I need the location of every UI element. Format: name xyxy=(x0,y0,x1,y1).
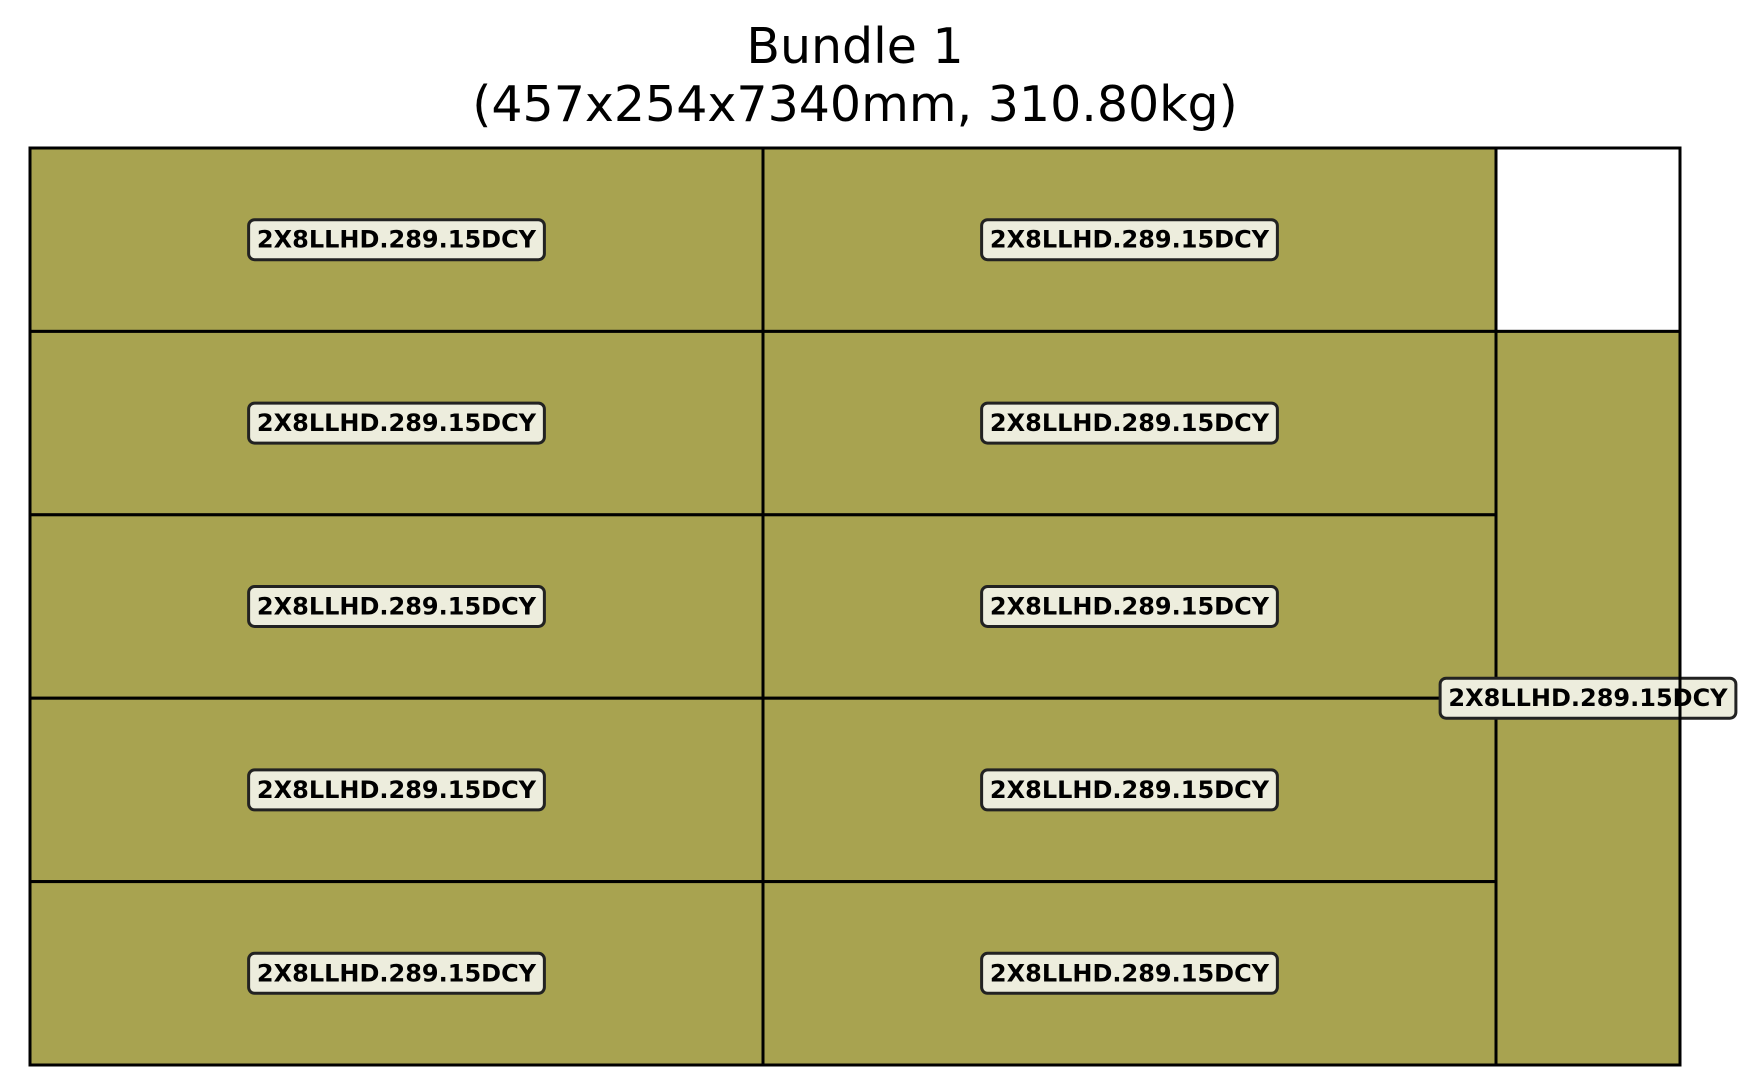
bundle-title-dimensions: (457x254x7340mm, 310.80kg) xyxy=(472,76,1238,133)
piece-label-box xyxy=(247,585,546,628)
piece-label-box xyxy=(247,768,546,812)
piece-label-text: 2X8LLHD.289.15DCY xyxy=(990,959,1270,987)
piece-label-box xyxy=(980,401,1279,445)
piece-label-text: 2X8LLHD.289.15DCY xyxy=(1448,684,1728,712)
piece-label: 2X8LLHD.289.15DCY xyxy=(980,768,1279,812)
piece-label-text: 2X8LLHD.289.15DCY xyxy=(990,226,1270,254)
piece-label: 2X8LLHD.289.15DCY xyxy=(247,585,546,628)
piece-label-text: 2X8LLHD.289.15DCY xyxy=(990,593,1270,621)
piece-label-text: 2X8LLHD.289.15DCY xyxy=(257,959,537,987)
piece-label-text: 2X8LLHD.289.15DCY xyxy=(990,776,1270,804)
bundle-title-name: Bundle 1 xyxy=(746,18,964,75)
piece-label-box xyxy=(247,218,546,262)
piece-label: 2X8LLHD.289.15DCY xyxy=(247,218,546,262)
piece-label: 2X8LLHD.289.15DCY xyxy=(1438,676,1738,720)
piece-label-box xyxy=(980,218,1279,262)
piece-label-box xyxy=(247,951,546,995)
bundle-title: Bundle 1 (457x254x7340mm, 310.80kg) xyxy=(0,18,1710,134)
piece-label: 2X8LLHD.289.15DCY xyxy=(980,218,1279,262)
piece-label: 2X8LLHD.289.15DCY xyxy=(247,401,546,445)
piece-label-box xyxy=(247,401,546,445)
piece-label: 2X8LLHD.289.15DCY xyxy=(247,951,546,995)
bundle-outline xyxy=(28,146,1682,1067)
piece-label-text: 2X8LLHD.289.15DCY xyxy=(257,226,537,254)
piece-label: 2X8LLHD.289.15DCY xyxy=(980,585,1279,628)
piece-label: 2X8LLHD.289.15DCY xyxy=(980,401,1279,445)
labels-layer: 2X8LLHD.289.15DCY 2X8LLHD.289.15DCY 2X8LLH… xyxy=(247,218,1738,995)
piece-label-text: 2X8LLHD.289.15DCY xyxy=(257,776,537,804)
piece-label: 2X8LLHD.289.15DCY xyxy=(980,951,1279,995)
piece-label-box xyxy=(1438,676,1738,720)
piece-label-text: 2X8LLHD.289.15DCY xyxy=(990,409,1270,437)
piece-label-box xyxy=(980,585,1279,628)
piece-label-text: 2X8LLHD.289.15DCY xyxy=(257,409,537,437)
piece-label-text: 2X8LLHD.289.15DCY xyxy=(257,593,537,621)
piece-label-box xyxy=(980,951,1279,995)
empty-slot xyxy=(1494,146,1682,333)
piece-label: 2X8LLHD.289.15DCY xyxy=(247,768,546,812)
piece-label-box xyxy=(980,768,1279,812)
